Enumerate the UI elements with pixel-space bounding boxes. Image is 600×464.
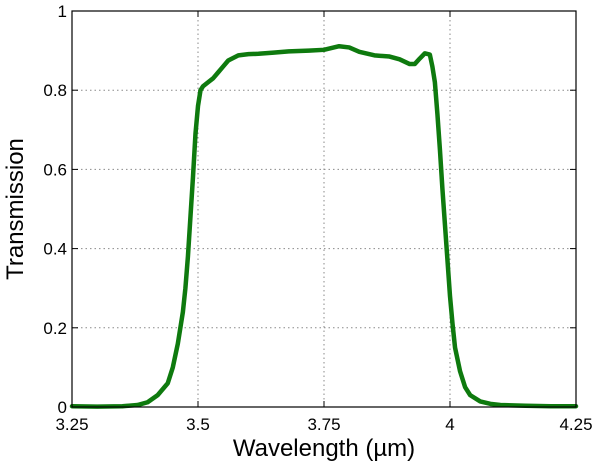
y-tick-label: 0.4 <box>43 240 67 259</box>
x-tick-label: 3.5 <box>186 415 210 434</box>
series-layer <box>69 43 579 409</box>
y-tick-label: 0.6 <box>43 160 67 179</box>
x-tick-label: 4.25 <box>559 415 592 434</box>
y-tick-label: 0 <box>58 398 67 417</box>
transmission-curve <box>69 43 579 409</box>
plot-frame <box>71 10 577 408</box>
x-tick-label: 3.75 <box>307 415 340 434</box>
x-tick-labels: 3.25 3.5 3.75 4 4.25 <box>55 415 592 434</box>
y-tick-label: 0.8 <box>43 81 67 100</box>
x-axis-label: Wavelength (µm) <box>233 435 415 462</box>
y-tick-labels: 0 0.2 0.4 0.6 0.8 1 <box>43 2 67 417</box>
x-tick-label: 3.25 <box>55 415 88 434</box>
grid-lines <box>72 11 576 407</box>
y-axis-label: Transmission <box>2 138 29 280</box>
x-tick-label: 4 <box>445 415 454 434</box>
y-tick-label: 1 <box>58 2 67 21</box>
y-tick-label: 0.2 <box>43 319 67 338</box>
